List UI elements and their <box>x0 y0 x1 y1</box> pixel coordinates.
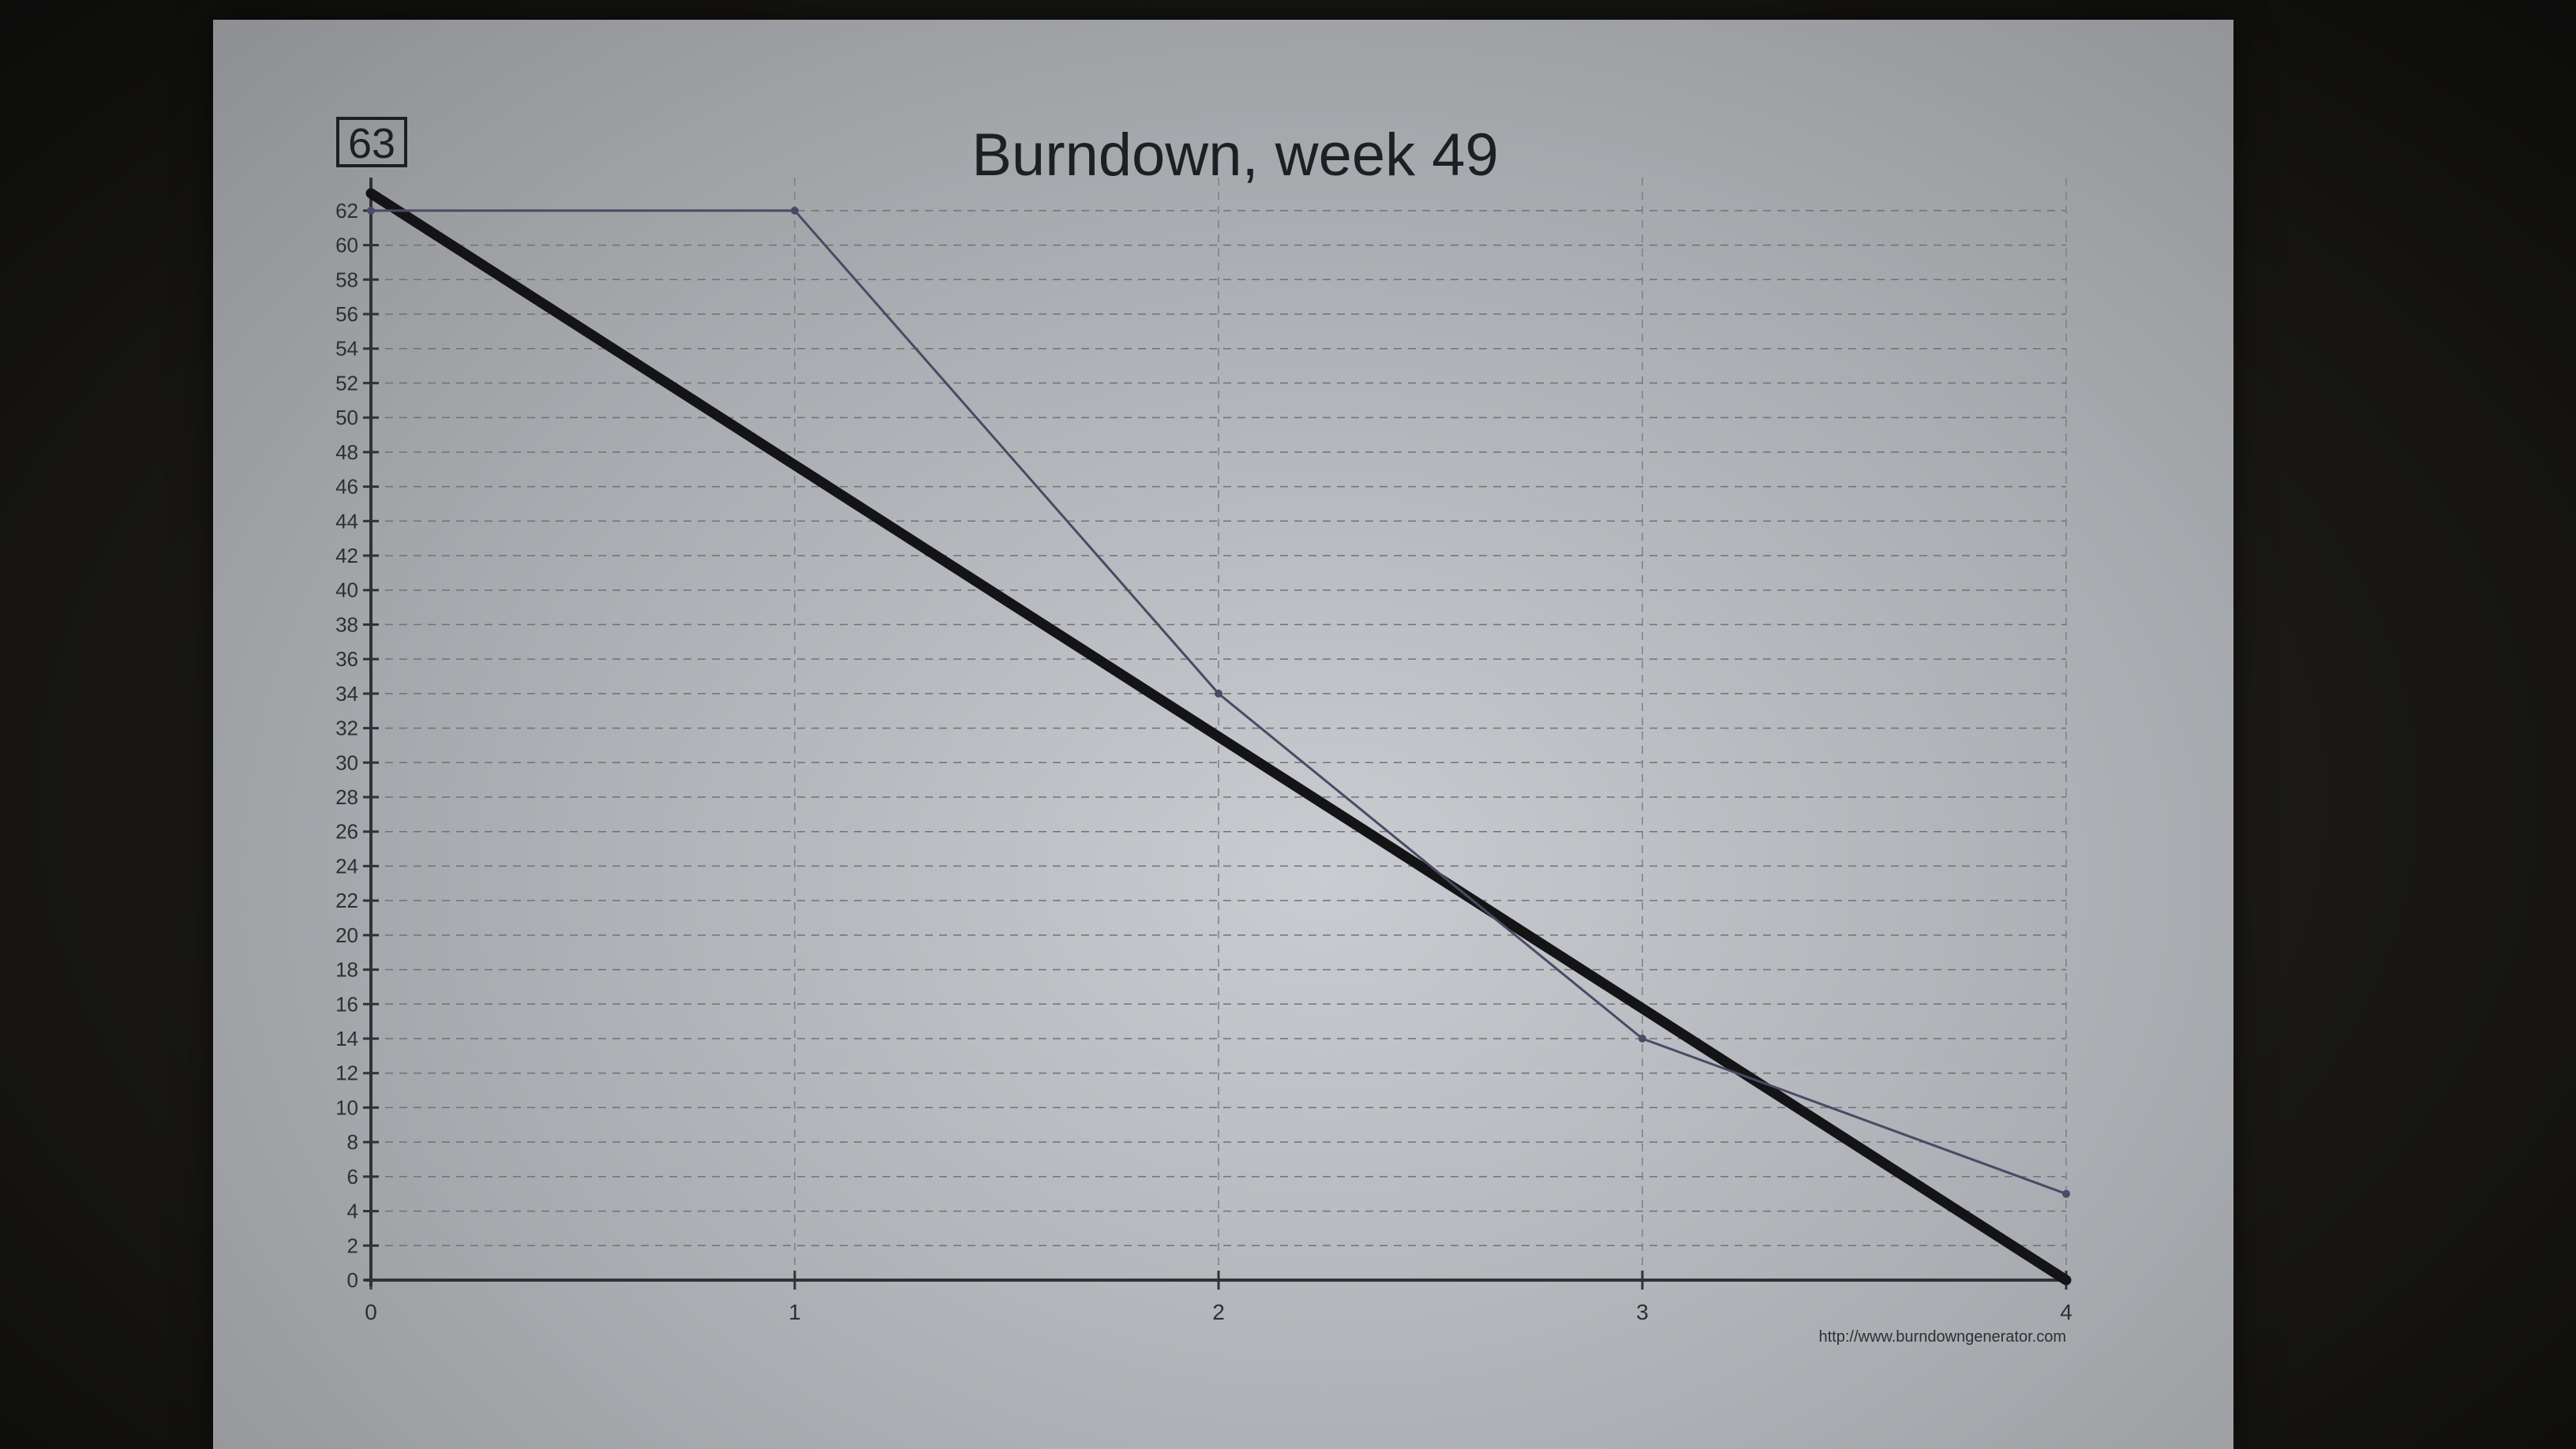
y-tick-label: 2 <box>347 1234 358 1257</box>
grid-layer <box>371 178 2067 1280</box>
x-tick-label: 3 <box>1636 1300 1649 1324</box>
x-tick-label: 1 <box>788 1300 801 1324</box>
actual-data-point <box>1638 1035 1646 1043</box>
y-tick-label: 8 <box>347 1130 358 1154</box>
x-tick-label: 0 <box>365 1300 377 1324</box>
y-tick-label: 42 <box>335 544 358 567</box>
badge-value: 63 <box>348 120 395 167</box>
y-tick-label: 36 <box>335 647 358 671</box>
actual-data-point <box>367 206 375 215</box>
y-tick-label: 50 <box>335 406 358 429</box>
y-tick-label: 6 <box>347 1165 358 1189</box>
y-tick-label: 20 <box>335 923 358 947</box>
chart-title: Burndown, week 49 <box>972 122 1499 189</box>
y-tick-label: 54 <box>335 337 358 361</box>
badge-box <box>336 117 407 167</box>
y-tick-label: 38 <box>335 612 358 636</box>
y-tick-label: 18 <box>335 958 358 982</box>
actual-data-point <box>2062 1189 2070 1198</box>
x-tick-label: 2 <box>1212 1300 1225 1324</box>
y-tick-label: 32 <box>335 717 358 740</box>
label-layer: 0246810121416182022242628303234363840424… <box>335 199 2072 1324</box>
y-tick-label: 44 <box>335 509 358 533</box>
y-tick-label: 52 <box>335 371 358 395</box>
y-tick-label: 24 <box>335 854 358 878</box>
y-tick-label: 16 <box>335 992 358 1016</box>
y-tick-label: 28 <box>335 785 358 809</box>
y-tick-label: 10 <box>335 1095 358 1119</box>
y-tick-label: 56 <box>335 302 358 326</box>
y-tick-label: 48 <box>335 440 358 464</box>
y-tick-label: 26 <box>335 820 358 844</box>
y-tick-label: 12 <box>335 1061 358 1085</box>
series-layer <box>365 188 2072 1286</box>
y-tick-label: 62 <box>335 199 358 223</box>
y-tick-label: 30 <box>335 751 358 774</box>
y-tick-label: 60 <box>335 234 358 257</box>
ideal-burndown-line <box>365 188 2072 1286</box>
actual-data-point <box>791 206 799 215</box>
axes-layer <box>363 178 2068 1290</box>
y-tick-label: 4 <box>347 1200 358 1223</box>
y-tick-label: 34 <box>335 682 358 706</box>
x-tick-label: 4 <box>2060 1300 2072 1324</box>
y-tick-label: 0 <box>347 1268 358 1292</box>
actual-data-point <box>1215 689 1222 698</box>
y-tick-label: 58 <box>335 268 358 291</box>
y-tick-label: 46 <box>335 475 358 499</box>
y-tick-label: 14 <box>335 1027 358 1050</box>
credit-url: http://www.burndowngenerator.com <box>1818 1328 2066 1346</box>
y-tick-label: 40 <box>335 578 358 602</box>
y-tick-label: 22 <box>335 889 358 912</box>
